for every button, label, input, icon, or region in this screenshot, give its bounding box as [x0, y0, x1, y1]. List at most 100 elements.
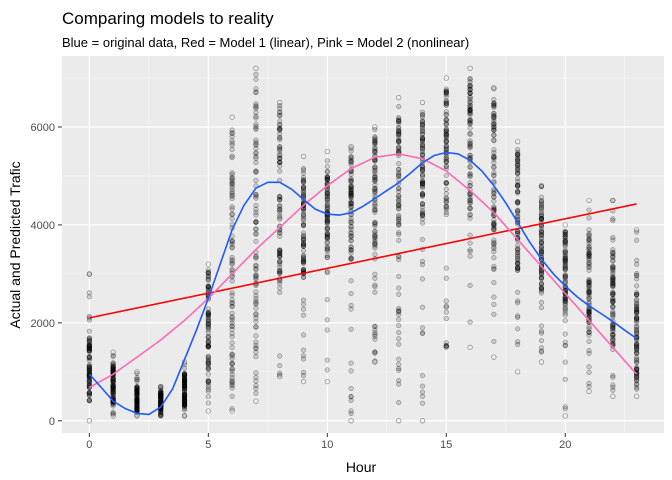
data-point	[348, 190, 354, 196]
data-point	[586, 261, 592, 268]
data-point	[277, 127, 283, 133]
data-point	[253, 226, 259, 232]
data-point	[229, 245, 235, 251]
data-point	[348, 302, 354, 309]
data-point	[396, 186, 402, 192]
data-point	[396, 119, 402, 125]
data-point	[277, 163, 283, 169]
data-point	[324, 218, 330, 224]
data-point	[86, 344, 92, 350]
data-point	[300, 184, 307, 190]
data-point	[324, 176, 330, 182]
data-point	[86, 342, 92, 348]
data-point	[324, 218, 330, 224]
data-point	[515, 264, 521, 270]
data-point	[277, 254, 283, 260]
data-point	[253, 202, 259, 209]
data-point	[372, 158, 378, 164]
data-point	[277, 259, 283, 265]
data-point	[110, 387, 116, 393]
data-point	[396, 193, 402, 199]
data-point	[324, 218, 330, 224]
data-point	[181, 396, 188, 402]
data-point	[205, 365, 211, 371]
data-point	[158, 391, 164, 397]
data-point	[253, 71, 259, 77]
data-point	[229, 375, 235, 381]
data-point	[324, 199, 330, 205]
data-point	[300, 301, 307, 307]
data-point	[324, 327, 330, 333]
data-point	[229, 172, 235, 178]
data-point	[229, 153, 235, 159]
data-point	[86, 366, 92, 372]
data-point	[372, 164, 378, 170]
data-point	[253, 324, 259, 330]
data-point	[205, 309, 211, 315]
data-point	[372, 349, 378, 355]
data-point	[586, 369, 592, 375]
data-point	[86, 343, 92, 349]
data-point	[372, 174, 378, 180]
data-point	[277, 374, 283, 380]
data-point	[348, 175, 354, 182]
data-point	[205, 273, 211, 279]
data-point	[348, 226, 354, 232]
data-point	[229, 353, 235, 359]
data-point	[253, 312, 259, 318]
data-point	[86, 380, 92, 386]
data-point	[372, 271, 378, 277]
data-point	[253, 298, 259, 304]
data-point	[181, 389, 188, 395]
data-point	[205, 343, 211, 349]
data-point	[110, 364, 116, 370]
data-point	[586, 330, 592, 336]
data-point	[229, 292, 235, 298]
data-point	[396, 116, 402, 122]
data-point	[372, 219, 378, 225]
data-point	[515, 165, 521, 171]
data-point	[253, 378, 259, 384]
data-point	[348, 193, 354, 199]
data-point	[348, 162, 354, 168]
data-point	[86, 346, 92, 352]
data-point	[348, 306, 354, 312]
data-point	[86, 339, 92, 345]
data-point	[277, 194, 283, 200]
data-point	[372, 171, 378, 177]
data-point	[467, 130, 473, 136]
data-point	[562, 331, 568, 337]
data-point	[134, 374, 140, 381]
data-point	[181, 394, 188, 400]
data-point	[300, 243, 307, 249]
data-point	[348, 238, 354, 244]
data-point	[300, 260, 307, 266]
data-point	[134, 406, 140, 412]
data-point	[467, 125, 473, 131]
data-point	[134, 403, 140, 409]
data-point	[229, 323, 235, 329]
data-point	[86, 344, 92, 350]
data-point	[348, 186, 354, 192]
data-point	[300, 353, 307, 359]
point-column-hour-9	[300, 153, 307, 385]
data-point	[396, 205, 402, 211]
data-point	[348, 189, 354, 195]
data-point	[300, 240, 307, 246]
data-point	[253, 86, 259, 92]
data-point	[419, 258, 426, 264]
data-point	[134, 390, 140, 397]
data-point	[586, 244, 592, 250]
data-point	[538, 203, 545, 209]
data-point	[181, 370, 188, 376]
data-point	[491, 137, 497, 143]
data-point	[205, 276, 211, 283]
data-point	[181, 392, 188, 398]
data-point	[229, 315, 235, 321]
data-point	[158, 394, 164, 400]
data-point	[277, 202, 283, 209]
data-point	[110, 365, 116, 371]
data-point	[110, 368, 116, 374]
data-point	[348, 247, 354, 253]
data-point	[181, 374, 188, 380]
